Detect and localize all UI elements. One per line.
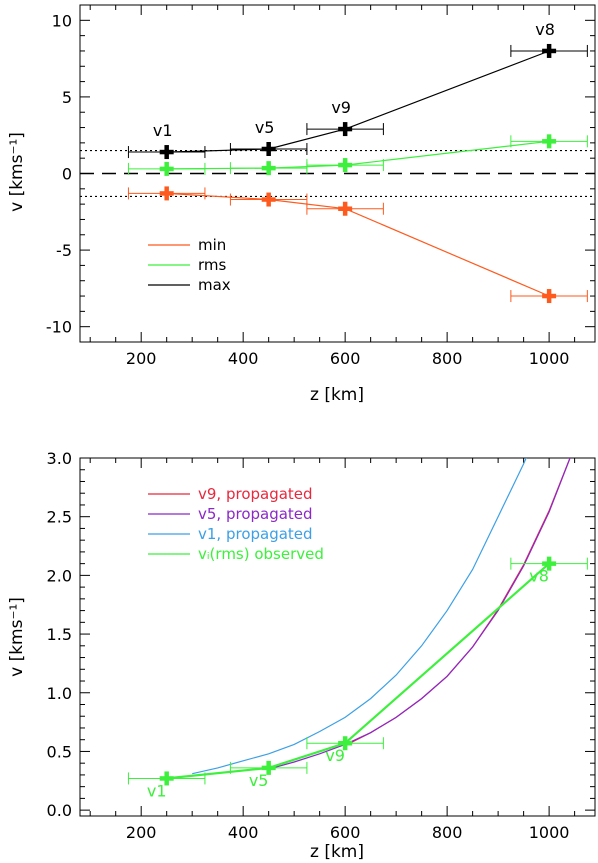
legend-label: rms <box>198 256 227 274</box>
y-axis-label: v [kms⁻¹] <box>7 132 27 212</box>
tick-group: 200 400 600 800 1000 -10 -5 0 5 10 <box>46 4 595 368</box>
point-label: v9 <box>325 746 345 765</box>
legend: min rms max <box>148 236 231 294</box>
y-tick-label: 0.5 <box>47 742 72 761</box>
legend-label: vᵢ(rms) observed <box>198 545 324 563</box>
x-tick-label: 800 <box>432 349 463 368</box>
reference-lines <box>80 149 595 198</box>
y-tick-label: 5 <box>62 88 72 107</box>
series-group <box>127 43 588 304</box>
x-tick-label: 200 <box>126 349 157 368</box>
series-line <box>166 562 550 780</box>
y-tick-label: 3.0 <box>47 449 72 468</box>
x-tick-label: 1000 <box>529 349 570 368</box>
y-tick-label: 2.5 <box>47 508 72 527</box>
series-line <box>344 458 571 747</box>
y-tick-label: 0.0 <box>47 801 72 820</box>
plot-frame <box>79 457 596 817</box>
panel-top: z [km] v [kms⁻¹] 200 400 600 800 1000 -10 -5 0 5… <box>7 4 596 405</box>
legend-label: v9, propagated <box>198 485 313 503</box>
x-axis-label: z [km] <box>310 385 364 405</box>
x-tick-label: 200 <box>126 823 157 842</box>
legend-label: min <box>198 236 226 254</box>
legend-label: max <box>198 276 231 294</box>
y-tick-label: -10 <box>46 318 72 337</box>
tick-group: 200 400 600 800 1000 0.0 0.5 1.0 1.5 2.0 2.5 3.0 <box>47 449 595 842</box>
point-label: v8 <box>529 567 549 586</box>
legend-label: v1, propagated <box>198 525 313 543</box>
series-line <box>166 50 550 153</box>
y-tick-label: -5 <box>56 241 72 260</box>
x-tick-label: 1000 <box>529 823 570 842</box>
x-tick-label: 600 <box>330 349 361 368</box>
y-tick-label: 1.0 <box>47 684 72 703</box>
y-tick-label: 2.0 <box>47 566 72 585</box>
y-tick-label: 10 <box>52 11 72 30</box>
point-labels: v1 v5 v9 v8 <box>153 20 555 140</box>
point-label: v1 <box>147 781 167 800</box>
point-labels: v1 v5 v9 v8 <box>147 567 549 801</box>
series-line <box>192 458 527 775</box>
series-line <box>268 458 571 770</box>
point-label: v5 <box>255 118 275 137</box>
point-label: v8 <box>535 20 555 39</box>
series-group <box>127 458 588 786</box>
point-label: v9 <box>331 98 351 117</box>
x-tick-label: 400 <box>228 349 259 368</box>
y-tick-label: 0 <box>62 165 72 184</box>
x-tick-label: 400 <box>228 823 259 842</box>
x-tick-label: 600 <box>330 823 361 842</box>
y-axis-label: v [kms⁻¹] <box>7 597 27 677</box>
x-tick-label: 800 <box>432 823 463 842</box>
point-label: v1 <box>153 121 173 140</box>
point-label: v5 <box>249 771 269 790</box>
x-axis-label: z [km] <box>310 842 364 862</box>
panel-bottom: z [km] v [kms⁻¹] 200 400 600 800 1000 0.0 0.5 1… <box>7 449 596 862</box>
legend-label: v5, propagated <box>198 505 313 523</box>
legend: v9, propagated v5, propagated v1, propagat… <box>148 485 324 563</box>
y-tick-label: 1.5 <box>47 625 72 644</box>
